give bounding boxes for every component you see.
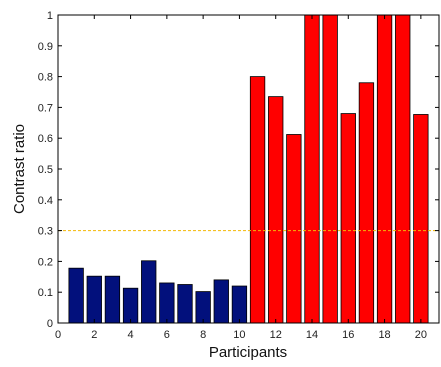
- bar-participant-1: [68, 267, 84, 324]
- bar-participant-11: [249, 76, 266, 324]
- bar-participant-13: [286, 134, 302, 324]
- y-tick-label: 0.8: [38, 72, 53, 84]
- x-tick-label: 8: [200, 329, 206, 341]
- bar-participant-14: [304, 14, 320, 324]
- x-axis: 0 2 4 6 8 10 12 14 16 18 20: [55, 15, 427, 341]
- x-tick-label: 12: [270, 329, 282, 341]
- x-tick-label: 18: [378, 329, 390, 341]
- y-tick-label: 0.2: [38, 256, 53, 268]
- x-tick-label: 6: [164, 329, 170, 341]
- bar-participant-4: [122, 287, 139, 324]
- y-axis: 0 0.1 0.2 0.3 0.4 0.5 0.6 0.7 0.8 0.9 1: [38, 10, 439, 330]
- x-tick-label: 10: [233, 329, 245, 341]
- y-tick-label: 0.1: [38, 287, 53, 299]
- bar-participant-5: [141, 260, 157, 324]
- x-tick-label: 14: [306, 329, 318, 341]
- bar-participant-7: [177, 284, 193, 324]
- plot-background: [58, 15, 439, 323]
- bar-participant-12: [268, 96, 284, 324]
- y-tick-label: 0.4: [38, 195, 53, 207]
- bar-participant-6: [159, 282, 175, 324]
- bar-participant-9: [213, 279, 229, 324]
- bar-participant-8: [195, 291, 211, 324]
- y-tick-label: 0.3: [38, 226, 53, 238]
- bar-participant-15: [322, 14, 338, 324]
- y-axis-label: Contrast ratio: [11, 124, 28, 214]
- bar-participant-2: [86, 275, 102, 324]
- x-tick-label: 20: [415, 329, 427, 341]
- y-tick-label: 0.9: [38, 41, 53, 53]
- y-tick-label: 0.5: [38, 164, 53, 176]
- y-tick-label: 0: [47, 318, 53, 330]
- bar-participant-18: [376, 14, 393, 324]
- x-tick-label: 16: [342, 329, 354, 341]
- bar-participant-20: [413, 114, 429, 324]
- bar-participant-19: [395, 14, 411, 324]
- x-tick-label: 0: [55, 329, 61, 341]
- y-tick-label: 1: [47, 10, 53, 22]
- y-tick-label: 0.6: [38, 133, 53, 145]
- y-tick-label: 0.7: [38, 102, 53, 114]
- bar-participant-10: [231, 285, 248, 324]
- bar-participant-3: [104, 275, 121, 324]
- x-axis-label: Participants: [209, 344, 287, 361]
- x-tick-label: 4: [128, 329, 134, 341]
- bar-participant-17: [358, 82, 375, 324]
- bar-participant-16: [340, 113, 356, 324]
- x-tick-label: 2: [91, 329, 97, 341]
